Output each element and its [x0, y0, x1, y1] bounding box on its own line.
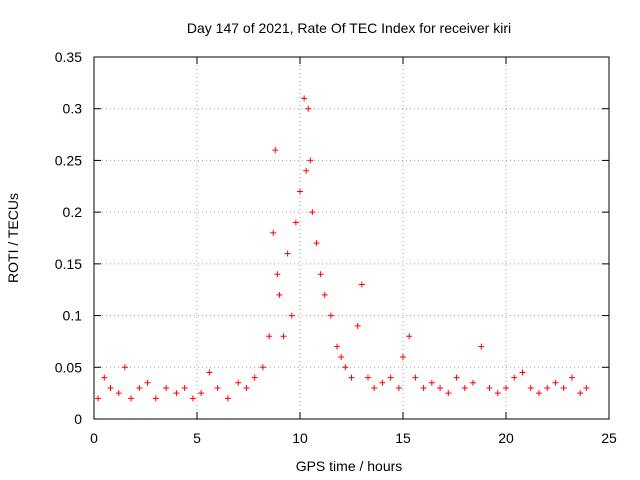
y-tick-label: 0.25: [55, 152, 82, 168]
data-point: [95, 395, 102, 402]
data-point: [348, 374, 355, 381]
data-point: [136, 384, 143, 391]
data-point: [338, 353, 345, 360]
data-point: [334, 343, 341, 350]
y-tick-label: 0.35: [55, 49, 82, 65]
data-point: [305, 105, 312, 112]
chart-title: Day 147 of 2021, Rate Of TEC Index for r…: [187, 20, 511, 36]
data-point: [206, 369, 213, 376]
data-point: [243, 384, 250, 391]
data-point: [297, 188, 303, 195]
data-points: [95, 95, 590, 402]
plot-frame: [93, 56, 610, 420]
x-tick-label: 5: [193, 430, 201, 446]
data-point: [400, 353, 406, 360]
y-axis-label: ROTI / TECUs: [5, 193, 21, 283]
data-point: [235, 379, 242, 386]
data-point: [181, 384, 188, 391]
axis-ticks: 0 5 10 15 20 25 0 0.05 0.1 0.15 0.2 0.25 0.3 0.35: [55, 49, 617, 446]
data-point: [152, 395, 159, 402]
data-point: [453, 374, 460, 381]
data-point: [544, 384, 551, 391]
data-point: [445, 390, 452, 397]
data-point: [292, 219, 299, 226]
data-point: [128, 395, 135, 402]
data-point: [358, 281, 365, 288]
x-tick-label: 0: [90, 430, 98, 446]
data-point: [568, 374, 575, 381]
data-point: [301, 95, 308, 102]
data-point: [395, 384, 402, 391]
data-point: [214, 384, 221, 391]
data-point: [313, 240, 320, 247]
data-point: [371, 384, 378, 391]
data-point: [189, 395, 196, 402]
data-point: [251, 374, 258, 381]
y-tick-label: 0.05: [55, 359, 82, 375]
x-tick-label: 20: [498, 430, 514, 446]
data-point: [163, 384, 170, 391]
data-point: [511, 374, 518, 381]
data-point: [387, 374, 394, 381]
data-point: [364, 374, 371, 381]
data-point: [519, 369, 526, 376]
data-point: [494, 390, 501, 397]
x-axis-label: GPS time / hours: [296, 458, 403, 474]
data-point: [461, 384, 468, 391]
data-point: [420, 384, 427, 391]
data-point: [552, 379, 559, 386]
data-point: [437, 384, 444, 391]
grid: [94, 57, 609, 419]
x-tick-label: 10: [292, 430, 308, 446]
y-tick-label: 0.2: [63, 204, 83, 220]
data-point: [121, 364, 128, 371]
data-point: [173, 390, 180, 397]
x-tick-label: 25: [601, 430, 617, 446]
data-point: [527, 384, 534, 391]
data-point: [428, 379, 435, 386]
data-point: [327, 312, 334, 319]
data-point: [272, 147, 279, 154]
data-point: [303, 167, 310, 174]
data-point: [321, 291, 328, 298]
data-point: [342, 364, 349, 371]
data-point: [406, 333, 413, 340]
y-tick-label: 0.1: [63, 308, 83, 324]
data-point: [354, 322, 361, 329]
data-point: [284, 250, 291, 257]
data-point: [266, 333, 273, 340]
data-point: [317, 271, 324, 278]
data-point: [577, 390, 584, 397]
y-tick-label: 0: [74, 411, 82, 427]
data-point: [115, 390, 122, 397]
data-point: [198, 390, 205, 397]
x-tick-label: 15: [395, 430, 411, 446]
data-point: [470, 379, 477, 386]
y-tick-label: 0.15: [55, 256, 82, 272]
data-point: [307, 157, 314, 164]
data-point: [144, 379, 151, 386]
data-point: [560, 384, 567, 391]
data-point: [535, 390, 542, 397]
data-point: [107, 384, 114, 391]
data-point: [101, 374, 108, 381]
y-tick-label: 0.3: [63, 101, 83, 117]
data-point: [379, 379, 386, 386]
data-point: [280, 333, 287, 340]
data-point: [412, 374, 419, 381]
data-point: [486, 384, 493, 391]
data-point: [270, 229, 277, 236]
data-point: [276, 291, 283, 298]
data-point: [309, 209, 316, 216]
data-point: [503, 384, 509, 391]
data-point: [478, 343, 485, 350]
data-point: [274, 271, 281, 278]
data-point: [583, 384, 590, 391]
data-point: [288, 312, 295, 319]
data-point: [259, 364, 266, 371]
data-point: [224, 395, 231, 402]
